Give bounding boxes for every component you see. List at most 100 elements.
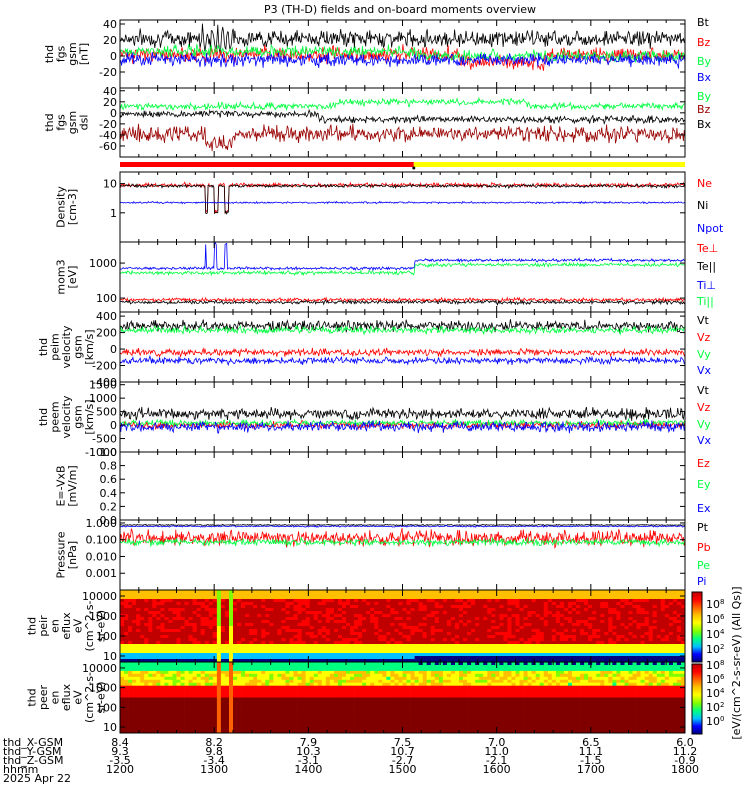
heatmap-cell bbox=[285, 635, 290, 639]
heatmap-cell bbox=[503, 659, 508, 663]
heatmap-cell bbox=[237, 635, 242, 639]
heatmap-cell bbox=[382, 641, 387, 645]
heatmap-cell bbox=[600, 614, 605, 618]
heatmap-cell bbox=[608, 635, 613, 639]
heatmap-cell bbox=[132, 626, 137, 630]
heatmap-cell bbox=[644, 632, 649, 636]
heatmap-cell bbox=[152, 682, 157, 687]
heatmap-cell bbox=[672, 623, 678, 627]
heatmap-cell bbox=[216, 602, 222, 606]
heatmap-cell bbox=[414, 608, 419, 612]
heatmap-cell bbox=[406, 641, 411, 645]
heatmap-cell bbox=[511, 608, 516, 612]
heatmap-cell bbox=[681, 590, 686, 594]
heatmap-cell bbox=[317, 599, 323, 603]
heatmap-cell bbox=[402, 626, 407, 630]
heatmap-cell bbox=[245, 611, 250, 615]
heatmap-cell bbox=[672, 611, 678, 615]
heatmap-cell bbox=[184, 682, 189, 687]
heatmap-cell bbox=[596, 617, 601, 621]
heatmap-cell bbox=[358, 656, 363, 660]
heatmap-cell bbox=[467, 593, 472, 597]
heatmap-cell bbox=[148, 724, 153, 728]
heatmap-cell bbox=[192, 596, 197, 600]
heatmap-cell bbox=[220, 617, 226, 621]
series-line-Pe bbox=[120, 536, 685, 548]
heatmap-cell bbox=[269, 629, 274, 633]
heatmap-cell bbox=[164, 632, 169, 636]
heatmap-cell bbox=[604, 614, 609, 618]
heatmap-cell bbox=[224, 623, 230, 627]
heatmap-cell bbox=[172, 673, 177, 678]
heatmap-cell bbox=[164, 700, 169, 704]
heatmap-cell bbox=[132, 623, 137, 627]
heatmap-cell bbox=[632, 614, 637, 618]
heatmap-cell bbox=[176, 641, 181, 645]
heatmap-cell bbox=[612, 656, 617, 660]
heatmap-cell bbox=[241, 620, 246, 624]
heatmap-cell bbox=[523, 608, 528, 612]
heatmap-cell bbox=[370, 623, 375, 627]
heatmap-cell bbox=[563, 599, 569, 603]
heatmap-cell bbox=[204, 727, 210, 731]
heatmap-cell bbox=[576, 620, 581, 624]
heatmap-cell bbox=[358, 644, 363, 648]
heatmap-cell bbox=[229, 641, 234, 645]
heatmap-cell bbox=[208, 703, 214, 707]
heatmap-cell bbox=[253, 700, 258, 704]
heatmap-cell bbox=[406, 650, 411, 654]
heatmap-cell bbox=[370, 659, 375, 663]
heatmap-cell bbox=[172, 635, 177, 639]
heatmap-cell bbox=[144, 682, 149, 687]
heatmap-cell bbox=[220, 694, 226, 698]
heatmap-cell bbox=[624, 644, 629, 648]
heatmap-cell bbox=[136, 703, 141, 707]
heatmap-cell bbox=[337, 623, 343, 627]
heatmap-cell bbox=[515, 608, 520, 612]
heatmap-cell bbox=[592, 623, 597, 627]
heatmap-cell bbox=[551, 626, 557, 630]
heatmap-cell bbox=[479, 593, 484, 597]
heatmap-cell bbox=[491, 629, 496, 633]
heatmap-cell bbox=[124, 715, 129, 719]
heatmap-cell bbox=[519, 626, 524, 630]
heatmap-cell bbox=[237, 685, 242, 690]
heatmap-cell bbox=[511, 632, 516, 636]
heatmap-cell bbox=[414, 602, 419, 606]
heatmap-cell bbox=[467, 644, 472, 648]
heatmap-cell bbox=[511, 626, 516, 630]
heatmap-cell bbox=[535, 641, 541, 645]
legend-Vt: Vt bbox=[697, 384, 710, 397]
heatmap-cell bbox=[463, 596, 468, 600]
heatmap-cell bbox=[358, 629, 363, 633]
heatmap-cell bbox=[426, 635, 432, 639]
heatmap-cell bbox=[511, 593, 516, 597]
series-line-Ni bbox=[120, 183, 685, 215]
heatmap-cell bbox=[233, 667, 238, 672]
heatmap-cell bbox=[539, 605, 545, 609]
heatmap-cell bbox=[184, 718, 189, 722]
heatmap-cell bbox=[491, 596, 496, 600]
heatmap-cell bbox=[164, 635, 169, 639]
heatmap-cell bbox=[499, 626, 504, 630]
heatmap-cell bbox=[358, 617, 363, 621]
heatmap-cell bbox=[184, 656, 189, 660]
heatmap-cell bbox=[628, 605, 633, 609]
heatmap-cell bbox=[527, 653, 532, 657]
heatmap-cell bbox=[309, 620, 315, 624]
heatmap-cell bbox=[463, 599, 468, 603]
heatmap-cell bbox=[216, 647, 222, 651]
heatmap-cell bbox=[636, 605, 641, 609]
heatmap-cell bbox=[224, 688, 230, 692]
heatmap-cell bbox=[196, 665, 202, 669]
heatmap-cell bbox=[588, 599, 593, 603]
heatmap-cell bbox=[636, 620, 641, 624]
heatmap-cell bbox=[547, 629, 553, 633]
heatmap-cell bbox=[269, 656, 274, 660]
heatmap-cell bbox=[132, 721, 137, 725]
heatmap-cell bbox=[140, 659, 145, 663]
heatmap-cell bbox=[438, 614, 444, 618]
heatmap-cell bbox=[152, 611, 157, 615]
heatmap-cell bbox=[257, 599, 262, 603]
